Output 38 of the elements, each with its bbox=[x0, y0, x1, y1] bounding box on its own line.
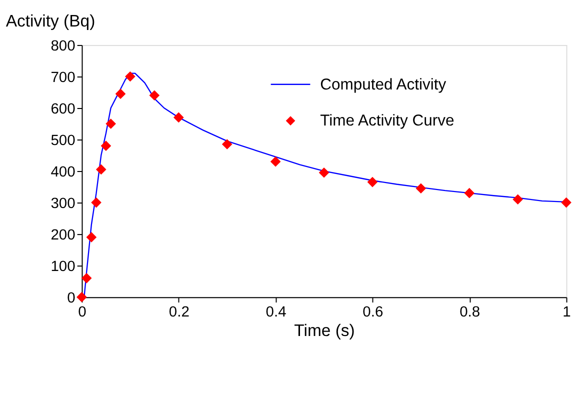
y-tick-label: 700 bbox=[50, 70, 76, 86]
y-tick-label: 100 bbox=[50, 258, 76, 275]
point bbox=[115, 88, 126, 99]
point bbox=[149, 90, 160, 101]
point bbox=[318, 167, 330, 178]
point bbox=[91, 197, 102, 208]
y-tick-label: 400 bbox=[50, 164, 76, 180]
point bbox=[416, 183, 426, 194]
point bbox=[86, 232, 97, 242]
x-tick-label: 0.8 bbox=[460, 304, 480, 320]
y-tick-label: 300 bbox=[50, 196, 76, 212]
x-tick-label: 0 bbox=[78, 304, 86, 320]
point bbox=[512, 194, 523, 205]
x-tick-label: 1 bbox=[562, 304, 571, 320]
y-tick-label: 500 bbox=[50, 132, 76, 149]
point bbox=[125, 71, 136, 82]
y-tick-label: 600 bbox=[50, 101, 76, 118]
legend-label: Time Activity Curve bbox=[320, 112, 454, 130]
point bbox=[270, 156, 281, 167]
legend-label: Computed Activity bbox=[320, 76, 446, 94]
y-tick-label: 200 bbox=[50, 227, 76, 244]
point bbox=[561, 197, 572, 208]
point bbox=[81, 273, 92, 284]
point bbox=[96, 164, 106, 175]
point bbox=[367, 176, 378, 188]
x-tick-label: 0.4 bbox=[266, 304, 286, 320]
point bbox=[76, 292, 87, 302]
y-tick-label: 800 bbox=[50, 38, 76, 54]
x-axis-title: Time (s) bbox=[294, 320, 355, 340]
point bbox=[106, 118, 116, 129]
point bbox=[464, 188, 475, 198]
x-tick-label: 0.2 bbox=[168, 304, 190, 320]
y-tick-label: 0 bbox=[67, 290, 76, 307]
x-tick-label: 0.6 bbox=[362, 304, 384, 320]
y-axis-title: Activity (Bq) bbox=[6, 11, 96, 30]
point bbox=[222, 139, 232, 150]
point bbox=[173, 112, 184, 123]
point bbox=[100, 140, 112, 151]
